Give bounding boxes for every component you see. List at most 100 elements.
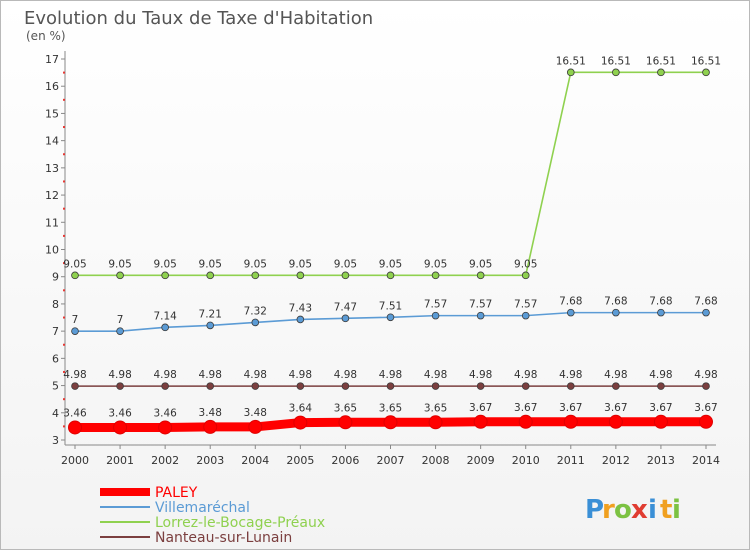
series-line-2 — [74, 71, 707, 277]
data-point — [518, 414, 533, 429]
y-minor-mark — [63, 180, 65, 183]
data-point — [521, 271, 530, 280]
data-point — [251, 382, 260, 390]
data-label: 7 — [117, 314, 124, 326]
y-tick-label: 8 — [52, 298, 59, 311]
data-label: 3.67 — [604, 402, 627, 414]
y-minor-mark — [63, 425, 65, 428]
data-point — [657, 68, 665, 77]
x-tick-label: 2011 — [557, 454, 585, 467]
data-point — [386, 271, 395, 280]
data-label: 9.05 — [379, 258, 402, 270]
x-tick-label: 2009 — [467, 454, 495, 467]
y-tick-label: 11 — [45, 216, 59, 229]
logo-letter: t — [660, 495, 672, 525]
y-minor-mark — [63, 98, 65, 101]
data-point — [431, 271, 440, 280]
y-minor-mark — [63, 234, 65, 237]
data-point — [161, 382, 169, 390]
data-label: 7.14 — [153, 310, 177, 322]
data-label: 4.98 — [289, 369, 312, 381]
data-label: 4.98 — [649, 369, 672, 381]
data-label: 3.65 — [424, 402, 447, 414]
y-minor-mark — [63, 71, 65, 74]
y-tick-label: 13 — [45, 162, 59, 175]
data-label: 9.05 — [199, 258, 222, 270]
data-point — [203, 419, 218, 434]
data-point — [386, 382, 395, 390]
data-point — [702, 68, 710, 77]
data-label: 4.98 — [514, 369, 537, 381]
data-label: 4.98 — [63, 369, 86, 381]
data-point — [476, 271, 485, 280]
data-point — [341, 271, 350, 280]
data-point — [251, 318, 260, 327]
y-minor-mark — [63, 262, 65, 265]
legend-label: Lorrez-le-Bocage-Préaux — [155, 515, 325, 531]
y-minor-mark — [63, 289, 65, 292]
data-label: 3.64 — [289, 403, 313, 415]
data-point — [341, 314, 350, 323]
x-tick-label: 2004 — [241, 454, 269, 467]
x-tick-label: 2013 — [647, 454, 675, 467]
legend: PALEYVillemaréchalLorrez-le-Bocage-Préau… — [100, 485, 325, 546]
data-label: 7.57 — [424, 299, 447, 311]
y-tick-label: 3 — [52, 434, 59, 447]
data-point — [161, 323, 169, 332]
data-label: 9.05 — [289, 258, 312, 270]
data-label: 4.98 — [424, 369, 447, 381]
legend-label: Villemaréchal — [155, 500, 250, 516]
x-tick-label: 2001 — [106, 454, 134, 467]
data-point — [566, 68, 575, 77]
data-point — [116, 327, 124, 335]
data-label: 16.51 — [601, 55, 631, 67]
data-label: 9.05 — [153, 258, 176, 270]
data-label: 7 — [72, 314, 79, 326]
data-labels: 9.05 9.05 9.05 9.05 9.05 9.05 9.05 9.05 9.05 9.05… — [63, 55, 721, 419]
data-point — [248, 419, 263, 434]
data-label: 3.48 — [244, 407, 267, 419]
data-point — [473, 414, 488, 429]
x-tick-label: 2014 — [692, 454, 720, 467]
data-point — [702, 382, 710, 390]
data-point — [113, 420, 128, 435]
data-point — [521, 311, 530, 320]
data-label: 4.98 — [153, 369, 176, 381]
data-point — [653, 414, 668, 429]
data-label: 9.05 — [63, 258, 86, 270]
logo-letter: r — [602, 495, 615, 525]
y-tick-label: 14 — [45, 135, 59, 148]
y-tick-label: 5 — [52, 380, 59, 393]
data-label: 3.67 — [559, 402, 582, 414]
data-point — [699, 414, 713, 429]
chart-title: Evolution du Taux de Taxe d'Habitation — [24, 8, 373, 29]
data-point — [296, 382, 305, 390]
data-point — [71, 271, 79, 280]
data-label: 4.98 — [199, 369, 222, 381]
data-point — [158, 420, 173, 435]
data-label: 7.68 — [694, 296, 717, 308]
y-tick-label: 6 — [52, 352, 59, 365]
y-tick-label: 4 — [52, 407, 59, 420]
data-label: 9.05 — [244, 258, 267, 270]
data-label: 3.67 — [469, 402, 492, 414]
data-label: 4.98 — [694, 369, 717, 381]
y-tick-label: 7 — [52, 325, 59, 338]
data-point — [431, 382, 440, 390]
data-label: 7.57 — [469, 299, 492, 311]
data-label: 16.51 — [691, 55, 721, 67]
data-point — [296, 315, 305, 324]
data-point — [116, 382, 124, 390]
data-point — [338, 415, 353, 430]
y-minor-mark — [63, 370, 65, 373]
data-point — [566, 308, 575, 317]
data-point — [206, 271, 215, 280]
data-point — [206, 321, 215, 330]
data-label: 9.05 — [514, 258, 537, 270]
data-label: 4.98 — [334, 369, 357, 381]
y-tick-label: 17 — [45, 53, 59, 66]
data-point — [206, 382, 215, 390]
data-label: 7.57 — [514, 299, 537, 311]
x-tick-label: 2007 — [377, 454, 405, 467]
